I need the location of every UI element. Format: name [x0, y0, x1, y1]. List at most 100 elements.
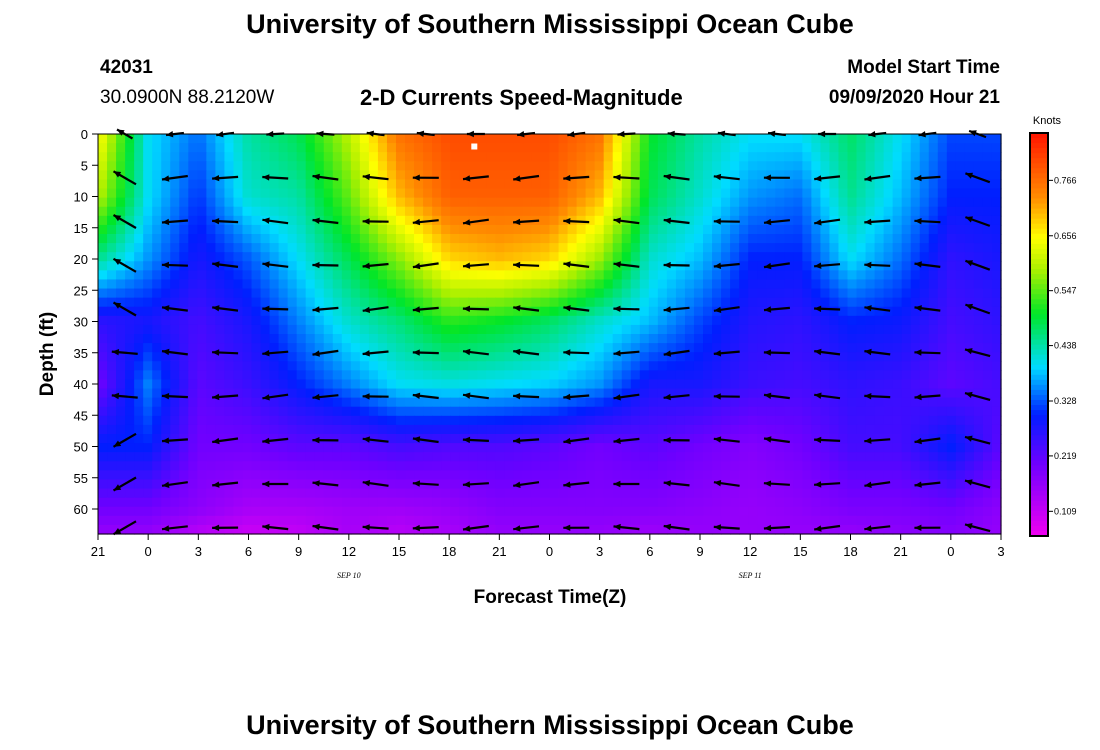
heatmap-cell	[531, 270, 542, 281]
heatmap-cell	[675, 234, 686, 244]
heatmap-cell	[278, 134, 289, 144]
heatmap-cell	[98, 279, 108, 290]
heatmap-cell	[287, 434, 298, 444]
heatmap-cell	[712, 143, 722, 153]
heatmap-cell	[585, 470, 596, 481]
heatmap-cell	[648, 143, 659, 153]
heatmap-cell	[468, 152, 478, 162]
heatmap-cell	[441, 234, 451, 244]
heatmap-cell	[116, 279, 126, 290]
heatmap-cell	[901, 452, 912, 462]
heatmap-cell	[152, 388, 162, 399]
heatmap-cell	[450, 488, 460, 499]
heatmap-cell	[567, 188, 578, 199]
heatmap-cell	[910, 352, 921, 362]
heatmap-cell	[865, 324, 876, 335]
heatmap-cell	[459, 443, 469, 453]
heatmap-cell	[423, 315, 433, 326]
heatmap-cell	[955, 188, 966, 199]
heatmap-cell	[811, 297, 821, 308]
heatmap-cell	[829, 443, 840, 453]
heatmap-cell	[919, 352, 930, 362]
current-arrow	[563, 481, 590, 488]
heatmap-cell	[423, 252, 433, 262]
current-arrow	[262, 393, 289, 401]
heatmap-cell	[883, 297, 894, 308]
heatmap-cell	[612, 315, 623, 326]
heatmap-cell	[657, 243, 668, 253]
heatmap-cell	[973, 324, 984, 335]
heatmap-cell	[928, 443, 939, 453]
heatmap-cell	[260, 443, 271, 453]
heatmap-cell	[323, 506, 334, 517]
heatmap-cell	[405, 270, 415, 281]
heatmap-cell	[206, 279, 216, 290]
heatmap-cell	[242, 434, 253, 444]
heatmap-cell	[883, 270, 894, 281]
heatmap-cell	[991, 261, 1002, 271]
heatmap-cell	[314, 179, 325, 190]
current-arrow-head	[212, 524, 220, 531]
heatmap-cell	[748, 397, 758, 408]
heatmap-cell	[540, 161, 551, 171]
current-arrow-head	[262, 394, 270, 401]
heatmap-cell	[368, 179, 379, 190]
heatmap-cell	[901, 143, 912, 153]
heatmap-cell	[883, 397, 894, 408]
heatmap-cell	[287, 443, 298, 453]
heatmap-cell	[964, 415, 975, 426]
heatmap-cell	[296, 170, 307, 181]
heatmap-cell	[260, 334, 271, 344]
heatmap-cell	[459, 197, 469, 208]
heatmap-cell	[820, 270, 831, 281]
heatmap-cell	[603, 315, 614, 326]
heatmap-cell	[341, 343, 352, 353]
heatmap-cell	[928, 243, 939, 253]
heatmap-cell	[143, 270, 153, 281]
heatmap-cell	[377, 179, 388, 190]
heatmap-cell	[576, 252, 587, 262]
heatmap-cell	[405, 179, 415, 190]
heatmap-cell	[721, 470, 731, 481]
current-arrow-head	[613, 305, 621, 312]
heatmap-cell	[477, 170, 487, 181]
heatmap-cell	[648, 152, 659, 162]
heatmap-cell	[278, 379, 289, 390]
heatmap-cell	[928, 379, 939, 390]
heatmap-cell	[188, 306, 198, 317]
heatmap-cell	[621, 452, 632, 462]
heatmap-cell	[558, 261, 569, 271]
current-arrow-head	[113, 171, 122, 178]
current-arrow-head	[965, 303, 973, 310]
heatmap-cell	[829, 188, 840, 199]
heatmap-cell	[558, 515, 569, 526]
heatmap-cell	[928, 143, 939, 153]
heatmap-cell	[684, 343, 695, 353]
heatmap-cell	[188, 343, 198, 353]
model-start-time: 09/09/2020 Hour 21	[828, 87, 1000, 108]
heatmap-cell	[558, 379, 569, 390]
heatmap-cell	[377, 361, 388, 371]
current-arrow-head	[713, 173, 722, 181]
heatmap-cell	[585, 443, 596, 453]
heatmap-cell	[982, 397, 993, 408]
heatmap-cell	[495, 315, 505, 326]
current-arrow-head	[663, 173, 672, 181]
heatmap-cell	[982, 388, 993, 399]
heatmap-cell	[170, 143, 180, 153]
heatmap-cell	[269, 270, 280, 281]
heatmap-cell	[432, 234, 442, 244]
heatmap-cell	[468, 243, 478, 253]
heatmap-cell	[161, 315, 171, 326]
heatmap-cell	[964, 243, 975, 253]
heatmap-cell	[973, 488, 984, 499]
heatmap-cell	[522, 361, 533, 371]
heatmap-cell	[414, 443, 424, 453]
heatmap-cell	[964, 315, 975, 326]
heatmap-cell	[441, 424, 451, 435]
current-arrow-head	[412, 480, 420, 487]
current-arrow	[965, 259, 991, 271]
heatmap-cell	[883, 179, 894, 190]
current-arrow-head	[463, 392, 471, 399]
heatmap-cell	[856, 524, 867, 535]
